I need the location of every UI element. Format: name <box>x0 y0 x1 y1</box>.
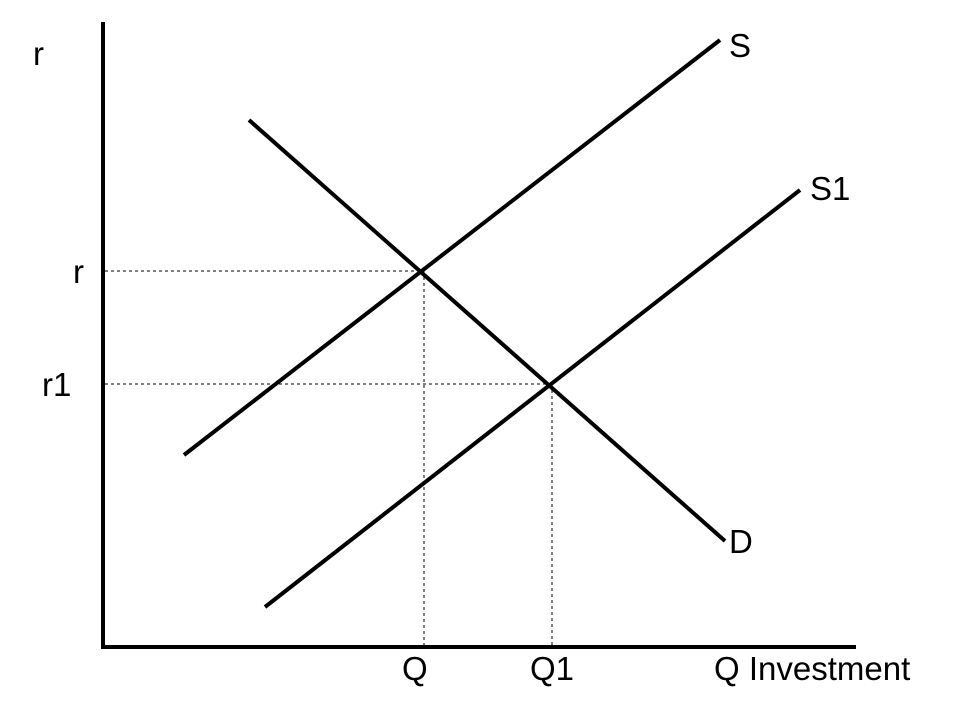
supply-curve-s <box>182 38 722 457</box>
curve-label-s: S <box>729 27 751 64</box>
demand-curve-d <box>247 118 727 543</box>
supply-curve-s1 <box>263 188 802 609</box>
x-tick-q1: Q1 <box>530 650 574 687</box>
y-tick-r: r <box>73 253 84 290</box>
x-axis-label: Q Investment <box>714 650 910 687</box>
x-tick-q: Q <box>402 650 428 687</box>
curve-label-s1: S1 <box>810 170 850 207</box>
curve-label-d: D <box>729 523 753 560</box>
y-axis-label: r <box>33 35 44 72</box>
y-tick-r1: r1 <box>42 366 71 403</box>
